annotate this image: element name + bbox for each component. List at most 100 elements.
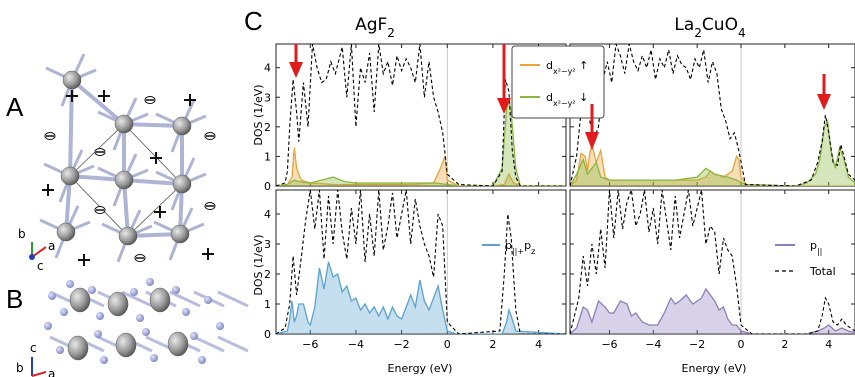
axes-triad-a: b a c	[18, 227, 55, 273]
ag-atom	[167, 331, 189, 357]
y-tick-label: 3	[264, 91, 271, 104]
axis-label-b2: b	[16, 361, 24, 375]
arrow-icon	[585, 132, 599, 150]
ag-atom	[62, 70, 82, 90]
legend-item-total: Total	[809, 265, 836, 278]
series-area-blue	[276, 262, 566, 334]
chart-title-agf2: AgF2	[355, 15, 395, 40]
x-tick-label: −2	[689, 338, 705, 351]
series-line-purple	[570, 287, 855, 334]
legend-item-pz: p||+pz	[505, 239, 535, 256]
arrow-icon	[289, 62, 303, 78]
bond	[70, 78, 126, 126]
series-line-green	[276, 100, 566, 186]
bond	[64, 175, 72, 233]
x-tick-label: −4	[348, 338, 364, 351]
f-atom	[130, 288, 138, 296]
x-tick-label: −4	[645, 338, 661, 351]
x-tick-label: 4	[825, 338, 832, 351]
ag-atom	[172, 174, 192, 194]
series-area-orange	[570, 144, 855, 186]
y-tick-label: 0	[264, 328, 271, 341]
f-atom	[48, 292, 56, 300]
y-tick-label: 1	[264, 298, 271, 311]
ag-atom	[107, 291, 129, 317]
ylabel-top: DOS (1/eV)	[252, 84, 265, 145]
y-tick-label: 3	[264, 238, 271, 251]
f-atom	[150, 354, 158, 362]
series-total-line	[276, 44, 566, 186]
axis-label-c: c	[37, 259, 44, 273]
chart-title-la2cuo4: La2CuO4	[674, 15, 745, 40]
axis-label-a2: a	[48, 367, 55, 377]
x-tick-label: −2	[393, 338, 409, 351]
x-tick-label: 0	[738, 338, 745, 351]
f-atom	[96, 312, 104, 320]
series-line-orange	[276, 147, 566, 186]
f-atom	[172, 286, 180, 294]
ag-atom	[115, 332, 137, 358]
y-tick-label: 4	[264, 208, 271, 221]
crystal-structure-a	[39, 53, 216, 266]
bond	[193, 335, 225, 353]
axis-label-a: a	[48, 239, 55, 253]
f-atom	[198, 356, 206, 364]
ag-atom	[56, 222, 76, 242]
bond	[217, 290, 249, 308]
axes-triad-b: c b a	[16, 341, 55, 377]
crystal-structure-b	[44, 278, 249, 364]
y-tick-label: 2	[264, 268, 271, 281]
f-atom	[190, 332, 198, 340]
series-total-line	[570, 190, 855, 334]
x-tick-label: 2	[781, 338, 788, 351]
f-atom	[146, 278, 154, 286]
f-atom	[204, 296, 212, 304]
dos-panel-agf2-top: 0 1 2 3 4	[264, 43, 567, 193]
series-total-line	[570, 44, 855, 186]
x-tick-label: −6	[302, 338, 318, 351]
xlabel-left: Energy (eV)	[388, 362, 453, 375]
plot-frame	[569, 43, 855, 187]
f-atom	[44, 322, 52, 330]
ag-atom	[118, 226, 138, 246]
f-atom	[136, 314, 144, 322]
f-atom	[88, 286, 96, 294]
x-tick-label: 4	[535, 338, 542, 351]
ag-atom	[172, 116, 192, 136]
panel-label-b: B	[6, 284, 24, 314]
ag-atom	[114, 114, 134, 134]
ag-atom	[67, 335, 89, 361]
legend-item-p: p||	[810, 239, 822, 256]
ag-atom	[60, 166, 80, 186]
arrow-icon	[817, 94, 831, 110]
f-atom	[56, 346, 64, 354]
ag-atom	[69, 287, 91, 313]
f-atom	[182, 308, 190, 316]
x-tick-label: −6	[601, 338, 617, 351]
bond	[217, 335, 249, 353]
series-area-purple	[570, 289, 855, 334]
y-tick-label: 4	[264, 62, 271, 75]
panel-label-a: A	[6, 92, 24, 122]
x-tick-label: 2	[489, 338, 496, 351]
legend-bottom-right: p|| Total	[775, 239, 836, 278]
y-tick-label: 1	[264, 150, 271, 163]
series-total-line	[276, 190, 566, 334]
ylabel-bottom: DOS (1/eV)	[252, 234, 265, 295]
red-arrows	[289, 44, 831, 150]
plot-frame	[275, 189, 567, 335]
ag-atom	[114, 170, 134, 190]
xlabel-right: Energy (eV)	[682, 362, 747, 375]
ag-atom	[170, 224, 190, 244]
plot-frame	[569, 189, 855, 335]
f-atom	[142, 328, 150, 336]
dos-panel-la2cuo4-bottom: −6 −4 −2 0 2 4	[569, 189, 855, 351]
arrow-icon	[497, 98, 511, 114]
axis-label-c2: c	[30, 341, 37, 355]
ag-atom	[149, 287, 171, 313]
bond	[122, 179, 130, 237]
bond	[123, 178, 183, 186]
dos-panel-la2cuo4-top	[569, 43, 855, 187]
legend-bottom-left: p||+pz	[482, 239, 535, 256]
